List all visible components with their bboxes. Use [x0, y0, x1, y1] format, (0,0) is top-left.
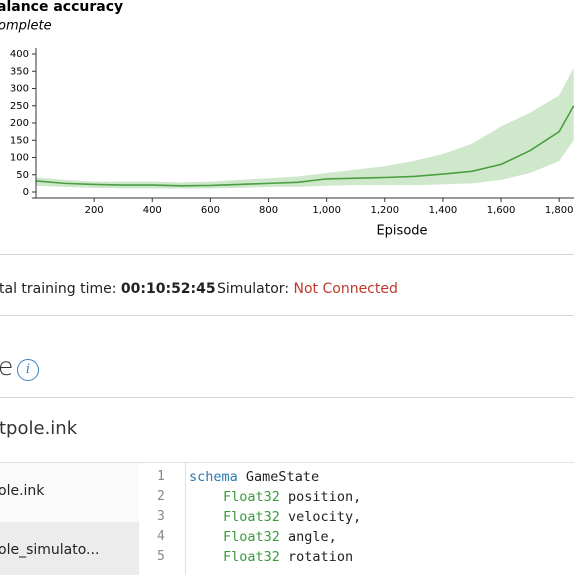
file-item[interactable]: ole_simulato...	[0, 542, 100, 558]
x-axis-label: Episode	[376, 224, 427, 239]
label: Simulator:	[217, 281, 290, 297]
keyword: Float32	[223, 509, 280, 525]
chart-title: alance accuracy	[0, 0, 123, 15]
identifier: velocity,	[288, 509, 362, 525]
identifier: position,	[288, 489, 362, 505]
line-numbers: 1 2 3 4 5	[139, 463, 186, 575]
simulator: Simulator: Not Connected	[217, 281, 398, 297]
code-line: Float32 velocity,	[223, 509, 361, 525]
x-tick-label: 1,400	[429, 205, 458, 216]
divider	[0, 315, 574, 316]
chart: alance accuracy omplete Episode 0 50 100 15…	[0, 0, 574, 239]
y-tick-label: 150	[10, 135, 29, 146]
x-tick-label: 1,000	[312, 205, 341, 216]
y-tick-label: 50	[16, 170, 29, 181]
identifier: GameState	[245, 469, 320, 485]
code-line: Float32 position,	[223, 489, 361, 505]
code-editor: schema GameState Float32 position, Float32…	[186, 463, 574, 575]
line-number: 4	[157, 529, 165, 544]
y-tick-label: 0	[23, 187, 29, 198]
line-number: 3	[157, 509, 165, 524]
divider	[0, 462, 574, 463]
divider	[0, 254, 574, 255]
section-title: e	[0, 352, 14, 381]
y-tick-label: 200	[10, 118, 29, 129]
file-title: tpole.ink	[0, 418, 78, 439]
identifier: angle,	[288, 529, 337, 545]
keyword: Float32	[223, 549, 280, 565]
label: tal training time:	[0, 281, 117, 297]
line-number: 1	[157, 469, 165, 484]
x-tick-label: 1,200	[370, 205, 399, 216]
code-line: Float32 rotation	[223, 549, 353, 565]
file-item-selected[interactable]	[0, 522, 139, 575]
x-tick-label: 800	[259, 205, 278, 216]
divider	[0, 397, 574, 398]
code-line: schema GameState	[189, 469, 319, 485]
keyword: schema	[189, 469, 238, 485]
y-tick-label: 250	[10, 101, 29, 112]
x-tick-label: 1,600	[487, 205, 516, 216]
x-tick-label: 1,800	[545, 205, 574, 216]
line-number: 5	[157, 549, 165, 564]
confidence-band	[36, 67, 574, 189]
keyword: Float32	[223, 489, 280, 505]
identifier: rotation	[288, 549, 354, 565]
x-tick-label: 200	[85, 205, 104, 216]
training-time: tal training time: 00:10:52:45	[0, 281, 216, 297]
info-icon[interactable]: i	[17, 359, 39, 381]
y-tick-label: 300	[10, 84, 29, 95]
x-tick-label: 400	[143, 205, 162, 216]
line-number: 2	[157, 489, 165, 504]
chart-subtitle: omplete	[0, 19, 52, 34]
file-item[interactable]: ole.ink	[0, 483, 45, 499]
code-line: Float32 angle,	[223, 529, 337, 545]
value: Not Connected	[293, 281, 398, 297]
y-tick-label: 350	[10, 66, 29, 77]
mean-line	[35, 105, 574, 187]
keyword: Float32	[223, 529, 280, 545]
value: 00:10:52:45	[120, 281, 216, 297]
x-tick-label: 600	[201, 205, 220, 216]
y-tick-label: 400	[10, 49, 29, 60]
y-tick-label: 100	[10, 153, 29, 164]
